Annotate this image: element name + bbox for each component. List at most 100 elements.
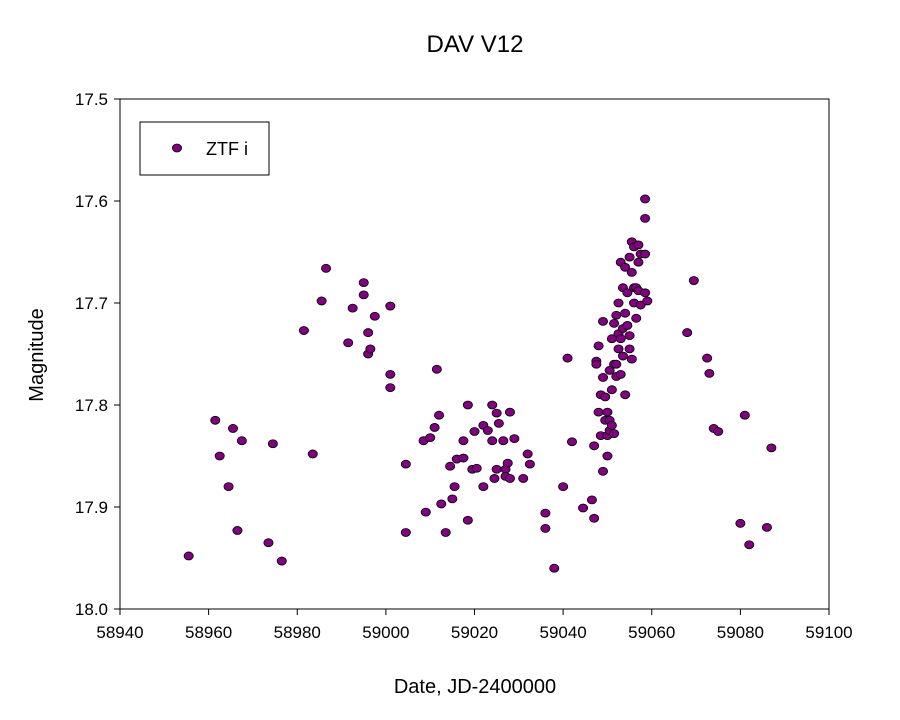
x-tick-label: 59080: [717, 623, 764, 642]
data-point: [682, 328, 693, 337]
legend-marker: [171, 143, 182, 153]
data-point: [321, 263, 332, 273]
data-point: [469, 427, 480, 436]
data-point: [620, 390, 631, 400]
data-point: [298, 326, 309, 335]
data-point: [385, 383, 396, 393]
data-point: [713, 427, 724, 436]
data-point: [343, 338, 354, 348]
data-point: [624, 344, 635, 354]
data-point: [458, 436, 469, 446]
data-point: [210, 415, 221, 425]
y-tick-label: 18.0: [75, 600, 108, 619]
data-point: [620, 308, 631, 318]
data-point: [766, 443, 777, 453]
data-point: [400, 459, 411, 469]
data-point: [440, 528, 451, 537]
y-tick-label: 17.5: [75, 90, 108, 109]
data-point: [504, 407, 515, 417]
data-point: [449, 482, 460, 492]
data-point: [589, 513, 600, 523]
data-point: [347, 303, 358, 313]
y-tick-label: 17.8: [75, 396, 108, 415]
data-point: [735, 518, 746, 528]
data-point: [471, 463, 482, 473]
data-point: [434, 410, 445, 420]
data-point: [591, 359, 602, 369]
data-point: [593, 407, 604, 417]
data-point: [640, 194, 651, 204]
data-point: [611, 359, 622, 369]
data-point: [602, 407, 613, 417]
data-point: [704, 368, 715, 378]
data-point: [447, 494, 458, 504]
data-point: [478, 482, 489, 492]
data-point: [598, 373, 609, 382]
data-point: [626, 354, 637, 364]
data-point: [522, 449, 533, 459]
data-point: [633, 257, 644, 267]
x-tick-label: 58940: [96, 623, 143, 642]
x-tick-label: 58980: [274, 623, 321, 642]
data-point: [458, 453, 469, 463]
data-point: [369, 311, 380, 321]
data-points: [183, 194, 777, 573]
data-point: [518, 474, 529, 483]
data-point: [316, 296, 327, 306]
y-tick-label: 17.9: [75, 498, 108, 517]
chart-title: DAV V12: [427, 31, 524, 58]
data-point: [613, 298, 624, 308]
data-point: [624, 252, 635, 262]
data-point: [609, 318, 620, 328]
data-point: [578, 503, 589, 513]
data-point: [267, 439, 278, 449]
data-point: [613, 344, 624, 354]
data-point: [436, 499, 447, 509]
data-point: [429, 423, 440, 432]
data-point: [589, 441, 600, 451]
data-point: [615, 369, 626, 379]
data-point: [363, 328, 374, 337]
x-axis-label: Date, JD-2400000: [394, 676, 556, 698]
data-point: [566, 437, 577, 447]
data-point: [365, 344, 376, 354]
x-tick-label: 59100: [805, 623, 852, 642]
data-point: [183, 551, 194, 561]
data-point: [593, 341, 604, 351]
data-point: [626, 267, 637, 277]
data-point: [600, 392, 611, 402]
data-point: [562, 353, 573, 363]
data-point: [425, 433, 436, 443]
data-point: [502, 458, 513, 468]
data-point: [232, 526, 243, 535]
data-point: [633, 240, 644, 250]
data-point: [214, 451, 225, 461]
legend: ZTF i: [139, 121, 270, 176]
data-point: [482, 426, 493, 435]
data-point: [609, 429, 620, 438]
data-point: [540, 508, 551, 518]
data-point: [223, 482, 234, 492]
data-point: [631, 313, 642, 323]
x-tick-label: 59000: [362, 623, 409, 642]
data-point: [624, 331, 635, 341]
data-point: [739, 410, 750, 420]
data-point: [445, 461, 456, 471]
data-point: [509, 434, 520, 444]
data-point: [498, 436, 509, 446]
data-point: [640, 213, 651, 223]
x-axis: 58940 58960 58980 59000 59020 59040 59060 59080…: [96, 609, 853, 642]
data-point: [462, 400, 473, 410]
data-point: [598, 316, 609, 326]
y-axis-label: Magnitude: [26, 308, 48, 401]
data-point: [702, 353, 713, 363]
data-point: [602, 451, 613, 461]
data-point: [524, 459, 535, 469]
data-point: [615, 334, 626, 344]
data-point: [504, 474, 515, 483]
data-point: [540, 524, 551, 533]
data-point: [611, 310, 622, 320]
data-point: [489, 474, 500, 483]
x-tick-label: 58960: [185, 623, 232, 642]
